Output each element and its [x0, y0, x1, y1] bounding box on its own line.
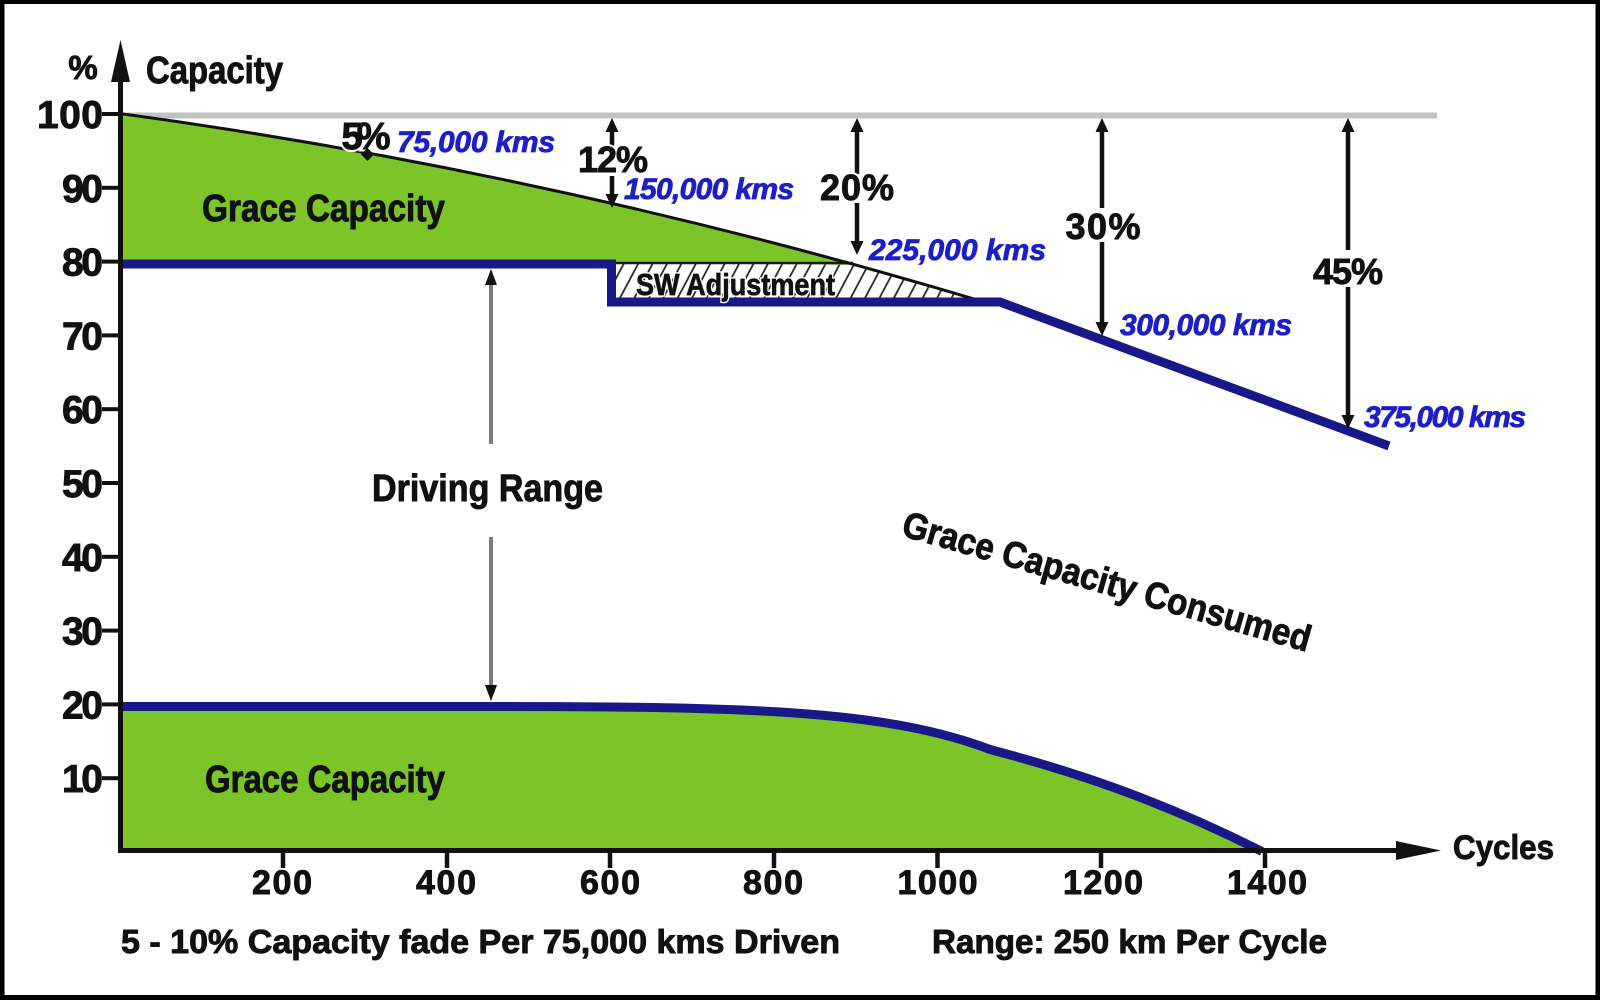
svg-text:225,000 kms: 225,000 kms — [868, 234, 1046, 267]
svg-text:100: 100 — [37, 94, 103, 137]
svg-text:40: 40 — [62, 537, 103, 580]
svg-text:20: 20 — [62, 684, 103, 727]
svg-text:45%: 45% — [1313, 251, 1383, 292]
svg-text:30: 30 — [62, 611, 103, 654]
svg-text:70: 70 — [62, 315, 103, 358]
svg-text:1400: 1400 — [1227, 864, 1307, 902]
svg-text:5 - 10% Capacity fade Per 75,0: 5 - 10% Capacity fade Per 75,000 kms Dri… — [121, 923, 840, 960]
svg-text:Cycles: Cycles — [1453, 829, 1554, 867]
svg-text:12%: 12% — [578, 139, 648, 180]
svg-text:45%: 45% — [1313, 251, 1383, 292]
svg-text:200: 200 — [252, 864, 312, 902]
svg-text:800: 800 — [743, 864, 803, 902]
svg-text:90: 90 — [62, 168, 103, 211]
svg-text:1200: 1200 — [1063, 864, 1143, 902]
svg-text:400: 400 — [416, 864, 476, 902]
svg-text:12%: 12% — [578, 139, 648, 180]
svg-text:SW Adjustment: SW Adjustment — [636, 267, 835, 302]
svg-text:150,000 kms: 150,000 kms — [624, 173, 794, 206]
svg-text:375,000 kms: 375,000 kms — [1364, 401, 1526, 434]
svg-text:10: 10 — [62, 758, 103, 801]
svg-text:600: 600 — [580, 864, 640, 902]
svg-text:300,000 kms: 300,000 kms — [1120, 309, 1292, 342]
svg-text:75,000 kms: 75,000 kms — [397, 126, 555, 159]
svg-text:20%: 20% — [820, 167, 894, 208]
svg-text:Grace Capacity: Grace Capacity — [205, 759, 445, 801]
svg-text:20%: 20% — [820, 167, 894, 208]
svg-text:Driving Range: Driving Range — [372, 468, 603, 510]
svg-text:80: 80 — [62, 242, 103, 285]
svg-text:SW Adjustment: SW Adjustment — [636, 267, 835, 302]
svg-text:Range: 250 km Per Cycle: Range: 250 km Per Cycle — [932, 923, 1327, 960]
svg-text:Grace Capacity: Grace Capacity — [202, 188, 445, 230]
svg-text:Capacity: Capacity — [146, 50, 283, 92]
svg-text:%: % — [68, 49, 97, 86]
svg-text:60: 60 — [62, 389, 103, 432]
svg-text:1000: 1000 — [898, 864, 978, 902]
svg-text:50: 50 — [62, 463, 103, 506]
svg-text:30%: 30% — [1066, 206, 1141, 247]
svg-text:30%: 30% — [1066, 206, 1141, 247]
